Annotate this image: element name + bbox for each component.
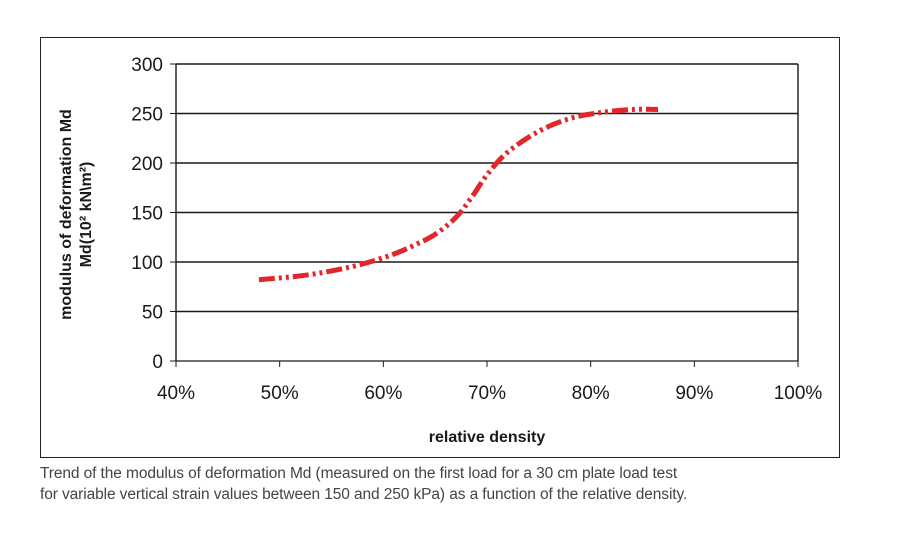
grid-lines — [176, 63, 798, 362]
y-tick-label: 0 — [152, 352, 163, 373]
x-tick-label: 60% — [364, 383, 402, 404]
y-tick-labels: 0 50 100 150 200 250 300 — [131, 55, 163, 373]
x-axis-title: relative density — [429, 429, 546, 446]
y-tick-label: 200 — [131, 154, 163, 175]
y-axis-title: modulus of deformation Md Md(10² kN\m²) — [58, 109, 95, 320]
series-line — [258, 106, 659, 283]
x-tick-labels: 40% 50% 60% 70% 80% 90% 100% — [157, 383, 822, 404]
caption-line-2: for variable vertical strain values betw… — [40, 486, 688, 503]
caption-line-1: Trend of the modulus of deformation Md (… — [40, 465, 678, 482]
figure-caption: Trend of the modulus of deformation Md (… — [40, 463, 880, 505]
chart-frame: 0 50 100 150 200 250 300 40% 50% 60% 70% 80% 90% 100… — [40, 37, 840, 458]
x-tick-label: 80% — [572, 383, 610, 404]
y-tick-label: 300 — [131, 55, 163, 76]
chart-svg: 0 50 100 150 200 250 300 40% 50% 60% 70% 80% 90% 100… — [58, 55, 822, 446]
x-tick-label: 50% — [261, 383, 299, 404]
y-tick-label: 250 — [131, 105, 163, 126]
series — [258, 106, 659, 283]
y-tick-label: 100 — [131, 253, 163, 274]
x-tick-label: 90% — [675, 383, 713, 404]
x-tick-label: 40% — [157, 383, 195, 404]
y-axis-title-line2: Md(10² kN\m²) — [78, 162, 95, 268]
y-axis-title-line1: modulus of deformation Md — [58, 109, 75, 320]
axes — [170, 63, 799, 367]
y-tick-label: 50 — [142, 303, 163, 324]
x-tick-label: 70% — [468, 383, 506, 404]
y-tick-label: 150 — [131, 204, 163, 225]
x-tick-label: 100% — [774, 383, 823, 404]
